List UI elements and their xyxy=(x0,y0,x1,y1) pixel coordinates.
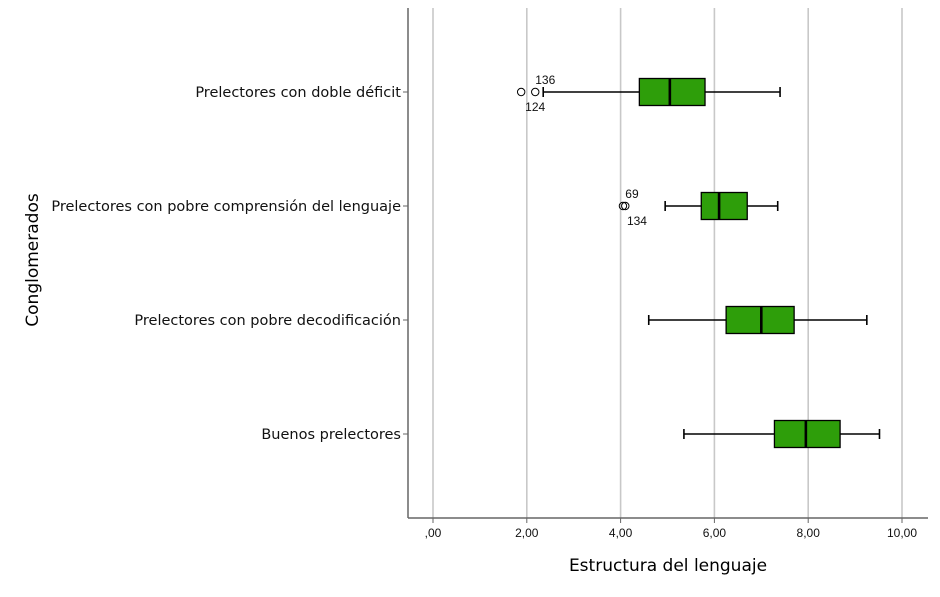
x-tick-label: 2,00 xyxy=(515,526,539,540)
category-label: Buenos prelectores xyxy=(261,427,401,443)
x-tick-label: 4,00 xyxy=(609,526,633,540)
x-axis-title: Estructura del lenguaje xyxy=(569,556,767,576)
iqr-box xyxy=(700,191,748,221)
boxes xyxy=(542,77,881,449)
x-tick-label: ,00 xyxy=(425,526,442,540)
outlier-label: 136 xyxy=(535,73,555,87)
iqr-box xyxy=(638,77,706,107)
box-series xyxy=(683,419,881,449)
box-series xyxy=(664,191,779,221)
outliers: 136 124 69 134 xyxy=(516,73,647,228)
iqr-box xyxy=(773,419,841,449)
category-label: Prelectores con doble déficit xyxy=(195,85,401,101)
category-label: Prelectores con pobre decodificación xyxy=(134,313,401,329)
x-tick-label: 10,00 xyxy=(887,526,917,540)
box-series xyxy=(542,77,781,107)
outlier-point xyxy=(531,87,540,97)
x-tick-label: 8,00 xyxy=(797,526,821,540)
x-tick-label: 6,00 xyxy=(703,526,727,540)
x-ticks: ,00 2,00 4,00 6,00 8,00 10,00 xyxy=(403,91,917,540)
axes xyxy=(407,8,928,519)
category-label: Prelectores con pobre comprensión del le… xyxy=(51,199,401,215)
outlier-label: 69 xyxy=(625,187,639,201)
outlier-point xyxy=(618,201,628,211)
y-axis-title: Conglomerados xyxy=(23,193,43,327)
outlier-point xyxy=(621,201,630,211)
category-labels: Prelectores con doble déficit Prelectores… xyxy=(51,85,401,443)
outlier-label: 134 xyxy=(627,214,647,228)
grid-lines xyxy=(432,8,903,518)
outlier-label: 124 xyxy=(525,100,545,114)
box-series xyxy=(647,305,868,335)
outlier-point xyxy=(516,87,526,97)
